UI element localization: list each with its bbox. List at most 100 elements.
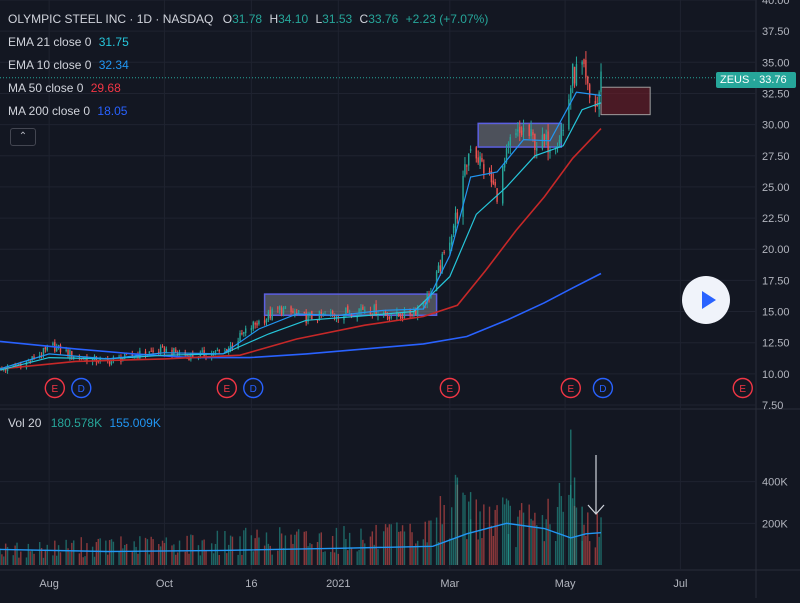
volume-bar <box>125 543 128 565</box>
candle-body <box>20 363 22 369</box>
volume-bar <box>263 545 266 565</box>
event-marker-label: D <box>78 384 85 395</box>
volume-bar <box>69 551 71 565</box>
candle-body <box>67 349 69 356</box>
volume-spike-bar <box>469 492 472 565</box>
volume-bar <box>424 521 426 565</box>
volume-bar <box>307 546 309 565</box>
volume-bar <box>210 543 213 565</box>
volume-bar <box>118 551 120 565</box>
volume-bar <box>330 551 332 565</box>
candle-body <box>297 310 300 315</box>
candle-body <box>280 307 283 315</box>
volume-value: 180.578K <box>50 416 103 430</box>
volume-bar <box>534 512 536 565</box>
volume-spike-bar <box>507 500 510 565</box>
volume-bar <box>454 474 457 565</box>
volume-bar <box>57 545 60 565</box>
volume-bar <box>42 557 45 565</box>
volume-bar <box>199 555 202 565</box>
candle-body <box>492 180 494 184</box>
volume-bar <box>31 550 33 565</box>
volume-bar <box>435 517 438 565</box>
candle-body <box>311 311 313 320</box>
volume-bar <box>131 551 134 565</box>
volume-bar <box>343 526 345 565</box>
price-tick-label: 17.50 <box>762 275 790 287</box>
volume-tick-label: 200K <box>762 518 788 530</box>
volume-bar <box>171 545 173 565</box>
indicator-ema21[interactable]: EMA 21 close 0 31.75 <box>8 33 488 56</box>
time-tick-label: 2021 <box>326 578 350 590</box>
volume-bar <box>384 524 387 565</box>
candle-body <box>33 356 35 360</box>
replay-play-button[interactable] <box>682 276 730 324</box>
low-value: 31.53 <box>322 12 353 26</box>
candle-body <box>229 345 232 350</box>
candle-body <box>519 126 521 133</box>
volume-bar <box>201 540 203 565</box>
volume-bar <box>67 548 69 565</box>
volume-bar <box>587 512 589 565</box>
volume-bar <box>449 538 451 565</box>
ema21-line <box>0 102 602 371</box>
candle-body <box>69 350 71 358</box>
candle-body <box>583 59 585 65</box>
volume-bar <box>483 504 485 565</box>
candle-body <box>316 319 319 321</box>
collapse-legend-button[interactable]: ⌃ <box>10 128 36 146</box>
volume-bar <box>14 545 16 565</box>
volume-bar <box>322 552 324 565</box>
volume-bar <box>305 531 307 565</box>
candle-body <box>522 127 525 132</box>
indicator-ma200[interactable]: MA 200 close 0 18.05 <box>8 102 488 125</box>
candle-body <box>267 311 270 320</box>
candle-body <box>214 351 217 353</box>
volume-legend[interactable]: Vol 20 180.578K 155.009K <box>8 416 161 430</box>
volume-bar <box>530 518 532 565</box>
candle-body <box>216 350 219 352</box>
candle-body <box>173 348 175 355</box>
candle-body <box>456 212 459 219</box>
indicator-ema10[interactable]: EMA 10 close 0 32.34 <box>8 56 488 79</box>
volume-bar <box>91 546 94 565</box>
time-tick-label: Oct <box>156 578 173 590</box>
volume-bar <box>254 538 256 565</box>
volume-bar <box>29 551 31 565</box>
volume-bar <box>451 507 453 565</box>
candle-body <box>184 352 186 356</box>
price-tick-label: 15.00 <box>762 307 790 319</box>
volume-bar <box>413 546 415 565</box>
candle-body <box>384 311 387 314</box>
indicator-value: 31.75 <box>98 35 129 49</box>
volume-bar <box>0 548 1 565</box>
candle-body <box>507 143 510 146</box>
volume-bar <box>133 541 135 565</box>
candle-body <box>263 320 266 324</box>
candle-body <box>27 360 30 362</box>
volume-bar <box>401 525 404 565</box>
volume-bar <box>598 536 600 565</box>
candle-body <box>530 129 532 137</box>
volume-bar <box>279 527 281 565</box>
candle-body <box>475 147 477 159</box>
candle-body <box>307 314 309 322</box>
symbol-title[interactable]: OLYMPIC STEEL INC · 1D · NASDAQ <box>8 12 214 26</box>
volume-bar <box>426 542 428 565</box>
volume-bar <box>583 524 585 565</box>
volume-bar <box>350 547 353 565</box>
candle-body <box>57 344 60 348</box>
candle-body <box>258 320 260 325</box>
volume-bar <box>452 539 455 565</box>
volume-bar <box>190 534 192 565</box>
candle-body <box>386 313 389 316</box>
volume-ma-value: 155.009K <box>109 416 161 430</box>
indicator-ma50[interactable]: MA 50 close 0 29.68 <box>8 79 488 102</box>
candle-body <box>55 346 58 352</box>
volume-bar <box>443 504 445 565</box>
volume-bar <box>73 540 75 565</box>
symbol-header: OLYMPIC STEEL INC · 1D · NASDAQ O31.78 H… <box>8 10 488 33</box>
